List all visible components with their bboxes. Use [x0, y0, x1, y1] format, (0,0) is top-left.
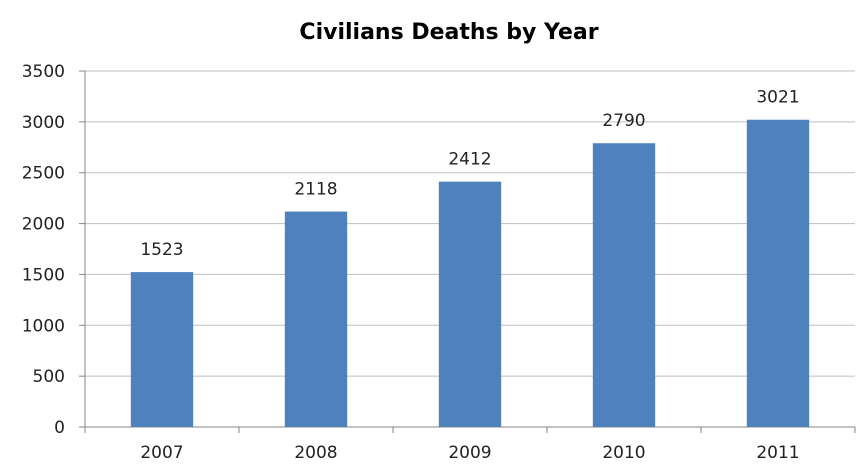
x-axis-ticks: 2007 2008 2009 2010 2011 [140, 443, 799, 463]
bar-2009 [438, 181, 502, 427]
bar-2011 [746, 119, 810, 428]
bars [130, 119, 810, 428]
y-tick-label: 1500 [22, 265, 65, 285]
chart-title: Civilians Deaths by Year [299, 20, 598, 45]
bar-2008 [284, 211, 348, 427]
y-tick-label: 0 [54, 418, 65, 438]
data-label: 2118 [294, 180, 337, 200]
y-tick-label: 1000 [22, 316, 65, 336]
bar-2010 [592, 143, 656, 427]
y-tick-label: 500 [33, 367, 65, 387]
x-tick-label: 2010 [602, 443, 645, 463]
x-tick-label: 2011 [756, 443, 799, 463]
data-labels: 1523 2118 2412 2790 3021 [140, 88, 799, 260]
x-tick-label: 2009 [448, 443, 491, 463]
data-label: 3021 [756, 88, 799, 108]
y-tick-label: 3000 [22, 113, 65, 133]
data-label: 2412 [448, 150, 491, 170]
data-label: 1523 [140, 240, 183, 260]
y-axis-ticks: 0 500 1000 1500 2000 2500 3000 3500 [22, 62, 65, 438]
x-tick-label: 2008 [294, 443, 337, 463]
y-tick-label: 3500 [22, 62, 65, 82]
y-tick-label: 2500 [22, 164, 65, 184]
data-label: 2790 [602, 111, 645, 131]
x-tick-label: 2007 [140, 443, 183, 463]
y-tick-label: 2000 [22, 215, 65, 235]
bar-2007 [130, 272, 194, 427]
